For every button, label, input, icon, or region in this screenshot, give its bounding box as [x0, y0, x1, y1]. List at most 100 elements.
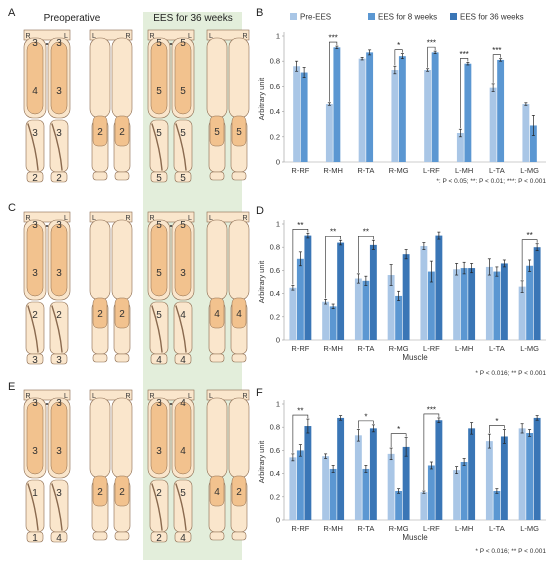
significance-bracket	[427, 46, 436, 68]
map-2-pre-front-left-knee-score: 2	[56, 310, 62, 321]
map-3-pre-front-right-foot-score: 1	[32, 533, 38, 544]
map-3-pre-back-left-foot	[92, 531, 108, 541]
map-2-post-front-right-foot-score: 4	[156, 355, 162, 366]
map-3-pre-back-right-letter: R	[125, 393, 130, 400]
map-1-post-front-left-letter: L	[188, 33, 192, 40]
bar	[387, 275, 395, 340]
map-3-pre-back-left-thigh	[89, 397, 111, 479]
map-3-pre-front-right-quadriceps	[26, 401, 44, 475]
x-tick-label: L-MG	[520, 344, 539, 353]
map-1-pre-back-pelvis	[89, 29, 133, 41]
bar	[369, 428, 377, 520]
bar	[460, 462, 468, 520]
map-3-post-front-right-letter: R	[149, 393, 154, 400]
map-1-pre-front-left-front-score: 3	[56, 38, 62, 49]
bar	[391, 70, 399, 162]
x-tick-label: L-RF	[423, 344, 440, 353]
map-1-pre-front-left-letter: L	[64, 33, 68, 40]
map-3-pre-back-left-letter: L	[92, 393, 96, 400]
significance-label: **	[330, 228, 336, 237]
bar	[529, 125, 537, 162]
map-3-pre-front-midline-dot	[46, 403, 48, 405]
panel-letter-c: C	[8, 202, 16, 214]
bar	[453, 470, 461, 520]
significance-bracket	[292, 228, 309, 285]
y-tick-label: 1	[276, 220, 280, 229]
map-1-pre-back-right-letter: R	[125, 33, 130, 40]
map-1-post-front-left-foot-score: 5	[180, 173, 186, 184]
significance-bracket	[460, 58, 469, 129]
map-2-post-back-right-thigh	[228, 219, 250, 301]
map-1-post-back-pelvis	[206, 29, 250, 41]
map-1-pre-front-left-quadriceps	[50, 41, 68, 115]
map-2-pre-back-left-thigh	[89, 219, 111, 301]
map-3-pre-front-right-front-score: 3	[32, 398, 38, 409]
bar	[493, 491, 501, 520]
map-3-post-back-left-foot	[209, 531, 225, 541]
significance-bracket	[489, 425, 505, 434]
map-1-pre-back-left-calf-score: 2	[97, 127, 103, 138]
map-3-post-front-left-foot-score: 4	[180, 533, 186, 544]
bar	[526, 265, 534, 340]
y-axis-label: Arbitrary unit	[257, 260, 266, 303]
map-2-pre-back-left-calf-score: 2	[97, 309, 103, 320]
map-3-post-back-pelvis	[206, 389, 250, 401]
map-1-post-back-right-calf-score: 5	[236, 127, 242, 138]
bar	[522, 104, 530, 162]
significance-footnote: * P < 0.016; ** P < 0.001	[475, 548, 546, 555]
map-3-post-back-left-thigh	[206, 397, 228, 479]
map-3-pre-front-left-foot	[50, 531, 68, 543]
map-3-pre-front-left-front-score: 3	[56, 398, 62, 409]
map-2-pre-back-left-calf	[92, 297, 108, 329]
significance-label: **	[527, 231, 533, 240]
bar	[485, 441, 493, 520]
x-tick-label: L-MH	[455, 524, 473, 533]
bar	[435, 235, 443, 340]
map-2-pre-back-right-foot	[114, 353, 130, 363]
map-1-pre-front-right-letter: R	[25, 33, 30, 40]
y-axis-label: Arbitrary unit	[257, 77, 266, 120]
significance-bracket	[390, 433, 407, 448]
map-3-pre-back-left-calf	[92, 475, 108, 507]
map-2-pre-front-right-knee-score: 2	[32, 310, 38, 321]
map-2-post-front-left-quadriceps	[174, 223, 192, 297]
y-tick-label: 0.2	[270, 492, 280, 501]
map-3-pre-front-left-thigh-score: 3	[56, 446, 62, 457]
map-3-pre-back-pelvis	[89, 389, 133, 401]
map-2-pre-front-left-letter: L	[64, 215, 68, 222]
y-tick-label: 0.4	[270, 289, 280, 298]
map-1-pre-back-right-foot	[114, 171, 130, 181]
map-2-pre-front-left-front-score: 3	[56, 220, 62, 231]
bar	[296, 450, 304, 520]
significance-bracket	[492, 54, 501, 83]
map-3-pre-front-right-letter: R	[25, 393, 30, 400]
map-2-post-back-left-calf	[209, 297, 225, 329]
map-2-post-back-right-calf	[231, 297, 247, 329]
preoperative-header: Preoperative	[44, 13, 101, 24]
map-2-pre-back-right-calf	[114, 297, 130, 329]
bar	[322, 301, 330, 340]
map-2-post-front-right-shin-muscle	[151, 305, 163, 353]
map-1-post-front-left-foot	[174, 171, 192, 183]
map-1-pre-back-left-thigh	[89, 37, 111, 119]
x-tick-label: L-TA	[489, 344, 505, 353]
map-2-pre-front-left-foot-score: 3	[56, 355, 62, 366]
map-2-post-front-right-quadriceps	[150, 223, 168, 297]
map-3-post-back-right-thigh	[228, 397, 250, 479]
map-3-pre-back-right-foot	[114, 531, 130, 541]
map-1-pre-front-left-thigh-score: 3	[56, 86, 62, 97]
y-tick-label: 1	[276, 32, 280, 41]
map-1-post-front-right-shin-muscle	[151, 123, 163, 171]
map-2-post-front-right-letter: R	[149, 215, 154, 222]
significance-bracket	[292, 414, 309, 453]
map-1-post-front-left-knee-score: 5	[180, 128, 186, 139]
map-2-pre-front-midline-dot	[46, 225, 48, 227]
significance-bracket	[394, 49, 403, 66]
map-1-post-back-left-thigh	[206, 37, 228, 119]
map-3-post-front-right-foot-score: 2	[156, 533, 162, 544]
map-1-post-front-right-quadriceps	[150, 41, 168, 115]
map-1-post-front-midline-dot	[170, 43, 172, 45]
map-2-pre-front-right-foot	[26, 353, 44, 365]
map-1-pre-back-left-letter: L	[92, 33, 96, 40]
